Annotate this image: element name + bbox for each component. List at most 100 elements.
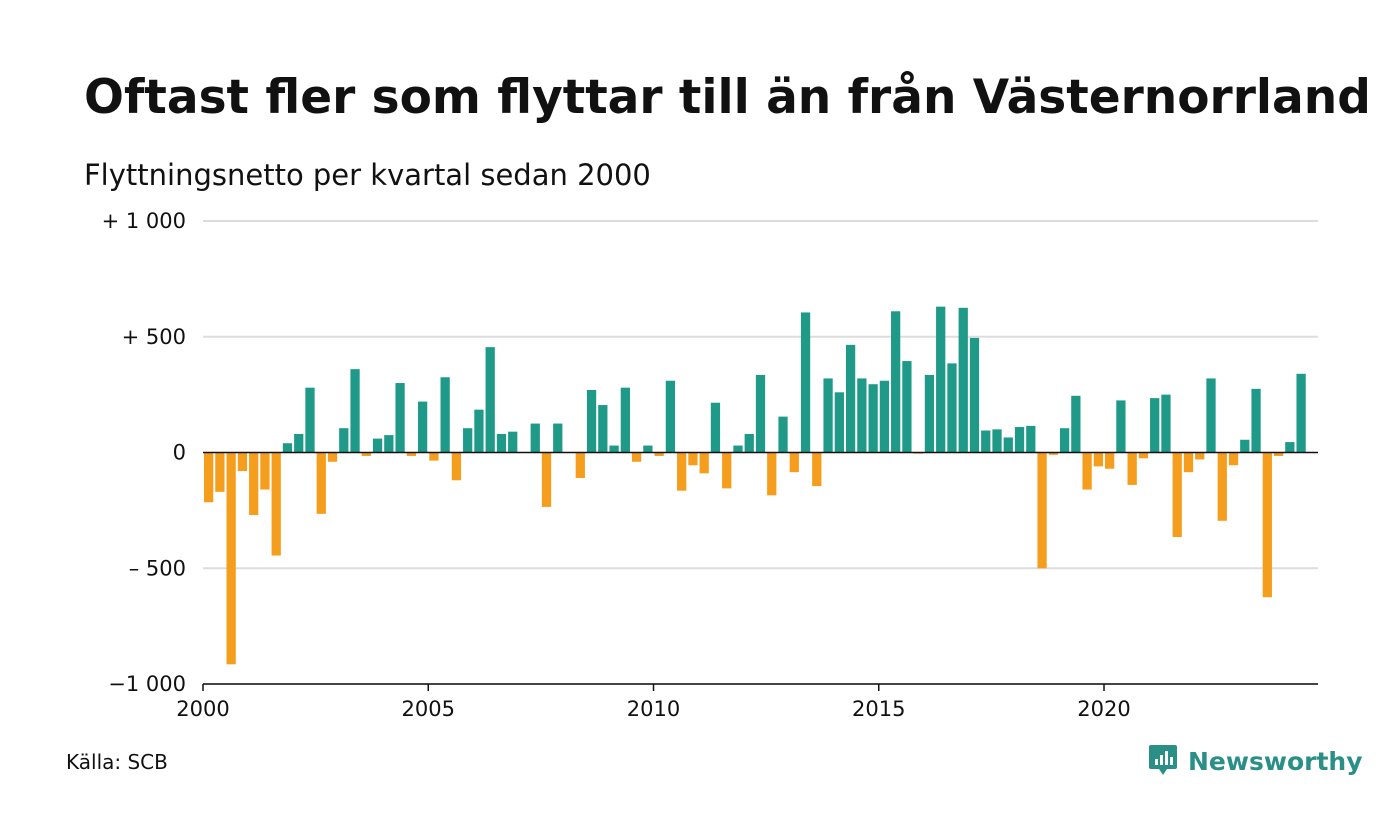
bar-2016-k3: [947, 363, 957, 453]
bar-2010-k4: [688, 452, 698, 466]
y-tick-label: 0: [173, 441, 186, 465]
bar-2013-k3: [812, 452, 822, 487]
bar-2006-k4: [508, 431, 518, 453]
newsworthy-logo-icon: [1149, 745, 1177, 775]
bar-2017-k1: [969, 337, 980, 453]
bar-2017-k4: [1003, 437, 1013, 453]
bar-2012-k1: [744, 433, 754, 453]
bar-2010-k3: [677, 452, 687, 491]
bar-2011-k4: [733, 445, 743, 453]
y-tick-label: + 1 000: [102, 209, 186, 233]
y-tick-label: + 500: [122, 325, 186, 349]
bar-2023-k3: [1262, 452, 1272, 598]
chart-title: Oftast fler som flyttar till än från Väs…: [84, 70, 1371, 125]
bar-2013-k4: [823, 378, 833, 453]
bar-2002-k4: [327, 452, 338, 462]
bar-2021-k1: [1150, 398, 1160, 453]
bar-2009-k2: [620, 387, 630, 453]
bar-2011-k3: [722, 452, 732, 489]
bar-2005-k2: [440, 377, 450, 453]
bar-2024-k2: [1296, 373, 1306, 453]
x-tick-label: 2020: [1077, 697, 1130, 721]
x-tick-label: 2000: [176, 697, 229, 721]
bar-2012-k3: [767, 452, 777, 496]
bar-2002-k2: [305, 387, 315, 453]
bar-2020-k1: [1105, 452, 1115, 469]
bar-2009-k4: [643, 445, 653, 453]
bar-2019-k1: [1059, 428, 1070, 453]
bar-2022-k1: [1195, 452, 1205, 460]
y-axis-labels: + 1 000 + 500 0 – 500 −1 000: [102, 209, 186, 696]
axes: [203, 451, 1318, 685]
chart-subtitle: Flyttningsnetto per kvartal sedan 2000: [84, 158, 651, 192]
bar-2001-k3: [271, 452, 281, 556]
bar-2017-k3: [992, 429, 1002, 453]
y-tick-label: – 500: [129, 556, 186, 580]
bar-2023-k4: [1273, 452, 1284, 456]
bar-2008-k2: [575, 452, 585, 478]
bar-2014-k4: [868, 384, 878, 453]
bar-2004-k4: [417, 401, 428, 453]
bars: [204, 306, 1306, 665]
bar-2009-k3: [631, 452, 642, 462]
bar-2003-k4: [372, 438, 383, 453]
bar-2020-k4: [1138, 452, 1149, 459]
brand-name: Newsworthy: [1188, 746, 1363, 776]
bar-2009-k1: [609, 445, 619, 453]
bar-2002-k1: [294, 433, 304, 453]
y-tick-label: −1 000: [108, 672, 186, 696]
bar-2024-k1: [1285, 442, 1295, 453]
bar-2004-k3: [406, 452, 416, 456]
bar-2006-k1: [474, 409, 484, 453]
bar-2014-k1: [834, 392, 844, 453]
bar-2014-k3: [857, 378, 867, 453]
bar-2006-k2: [485, 347, 495, 453]
bar-2006-k3: [496, 433, 507, 453]
bar-2001-k2: [260, 452, 270, 490]
source-note: Källa: SCB: [66, 750, 168, 774]
bar-2022-k4: [1228, 452, 1239, 466]
bar-2002-k3: [316, 452, 326, 514]
bar-2022-k2: [1206, 378, 1216, 453]
bar-2007-k4: [553, 423, 563, 453]
bar-2013-k2: [800, 312, 811, 453]
bar-2015-k2: [891, 311, 901, 453]
bar-2005-k1: [429, 452, 439, 461]
bar-2023-k1: [1240, 439, 1250, 453]
bar-2001-k4: [282, 443, 293, 453]
bar-2015-k3: [902, 361, 912, 453]
bar-2018-k1: [1014, 427, 1025, 453]
bar-2022-k3: [1217, 452, 1227, 521]
bar-2000-k3: [226, 452, 236, 665]
bar-2004-k2: [395, 383, 405, 453]
bar-2008-k3: [586, 389, 597, 453]
x-tick-label: 2005: [402, 697, 455, 721]
bar-2007-k2: [530, 423, 540, 453]
bar-2018-k4: [1048, 452, 1058, 455]
bar-2019-k2: [1071, 395, 1081, 453]
x-tick-label: 2010: [627, 697, 680, 721]
bar-2019-k3: [1082, 452, 1092, 490]
bar-2005-k4: [463, 428, 473, 453]
bar-2014-k2: [845, 344, 856, 453]
bar-2019-k4: [1093, 452, 1104, 467]
bar-2003-k3: [361, 452, 371, 456]
bar-2018-k3: [1037, 452, 1047, 569]
bar-2020-k3: [1127, 452, 1137, 485]
bar-2016-k2: [936, 306, 946, 453]
bar-2005-k3: [451, 452, 462, 481]
x-axis-labels: 2000 2005 2010 2015 2020: [176, 684, 1131, 721]
brand-logo: Newsworthy: [1148, 744, 1363, 778]
bar-2018-k2: [1026, 425, 1036, 453]
bar-2021-k3: [1172, 452, 1182, 537]
bar-2003-k2: [350, 369, 360, 453]
bar-2016-k1: [924, 374, 935, 453]
bar-2012-k2: [755, 374, 766, 453]
bar-2008-k4: [598, 405, 608, 453]
bar-2010-k2: [665, 380, 676, 453]
bar-2021-k2: [1161, 394, 1171, 453]
bar-2001-k1: [249, 452, 259, 516]
bar-2015-k1: [879, 380, 890, 453]
bar-2011-k1: [699, 452, 709, 474]
bar-2020-k2: [1116, 400, 1126, 453]
